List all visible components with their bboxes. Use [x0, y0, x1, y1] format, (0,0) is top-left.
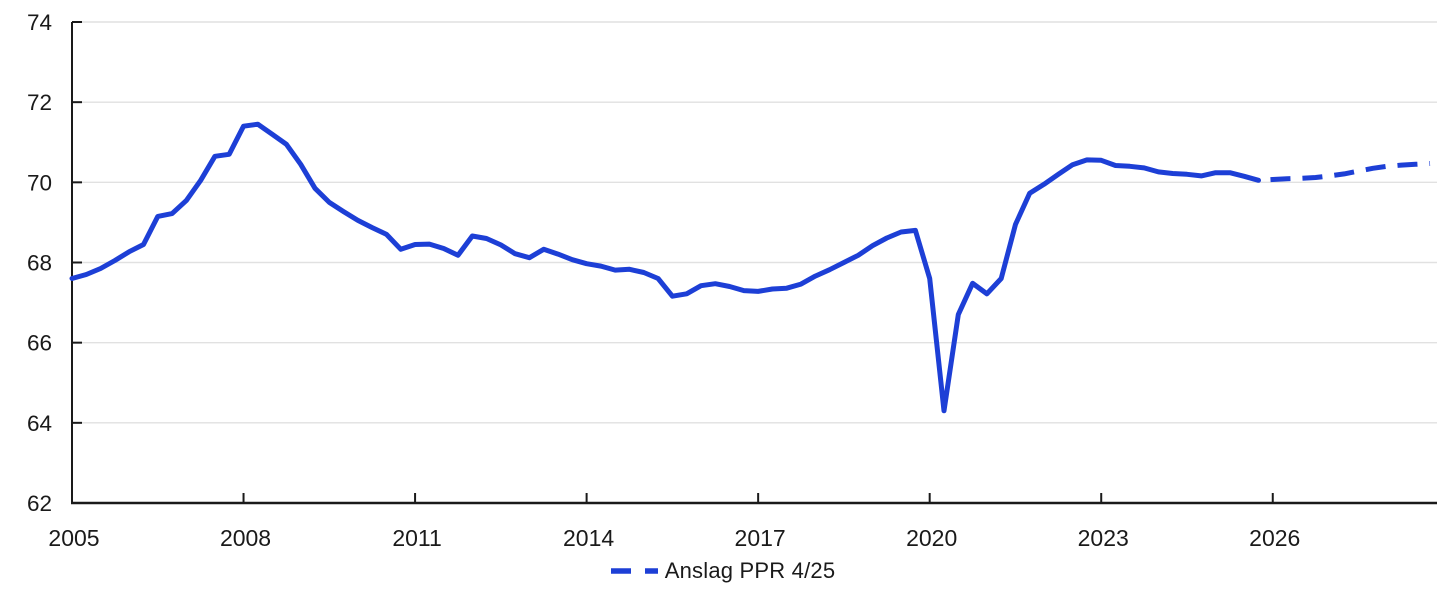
data-line-historical [69, 121, 1261, 414]
y-axis-label: 62 [27, 491, 52, 516]
x-axis-label: 2020 [906, 525, 957, 551]
y-axis-label: 70 [27, 170, 52, 195]
x-axis-label: 2026 [1249, 525, 1300, 551]
axes-layer [71, 21, 1437, 505]
axis-labels-layer: 62 64 66 68 70 72 74 2005 2008 2011 2014 2017 2020 20… [27, 10, 1300, 551]
x-axis-label: 2005 [48, 525, 99, 551]
data-line-forecast [1258, 161, 1431, 183]
x-axis-label: 2014 [563, 525, 614, 551]
data-series-layer [69, 121, 1431, 414]
y-axis-label: 72 [27, 90, 52, 115]
gridlines-layer [72, 21, 1437, 424]
x-axis-label: 2017 [735, 525, 786, 551]
x-axis-label: 2011 [392, 525, 441, 551]
x-axis-label: 2023 [1078, 525, 1129, 551]
y-axis-label: 74 [27, 10, 52, 35]
y-axis-label: 68 [27, 251, 52, 276]
y-axis-label: 64 [27, 411, 52, 436]
x-axis-label: 2008 [220, 525, 271, 551]
y-axis-label: 66 [27, 331, 52, 356]
